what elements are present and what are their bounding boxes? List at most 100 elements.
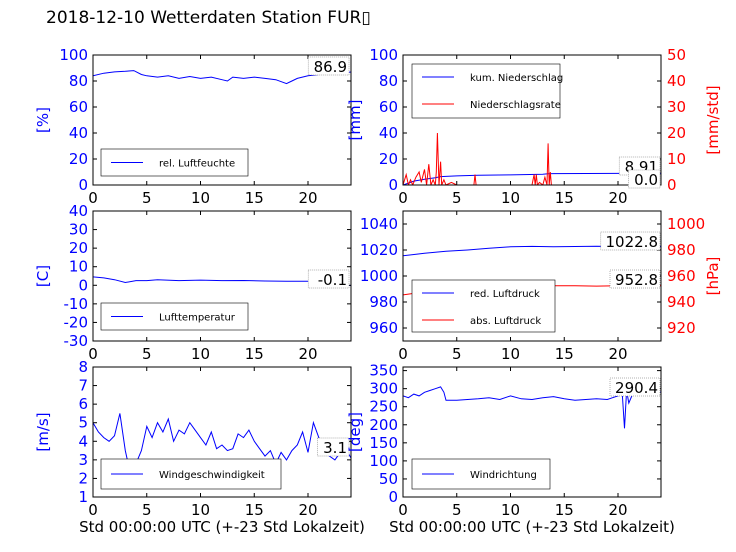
y-tick-label: 6: [78, 395, 88, 413]
y2-axis-label: [hPa]: [704, 257, 722, 296]
value-box: [609, 269, 661, 289]
y-tick-label: -20: [64, 313, 89, 331]
y-tick-label: 4: [78, 432, 88, 450]
x-tick-label: 15: [555, 189, 574, 207]
x-tick-label: 0: [88, 189, 98, 207]
y-tick-label: 350: [369, 362, 398, 380]
series-line-winddirection-0: [403, 386, 661, 429]
last-value-label: 952.8: [615, 271, 658, 289]
panel-precipitation: 0 5 10 15 20 0 20 40 60 80 100 0 10 20 30 40 50 [mm] [mm/s…: [346, 46, 722, 207]
y-axis-label: [deg]: [346, 412, 364, 452]
y-tick-label: 100: [369, 452, 398, 470]
y-tick-label: 0: [78, 276, 88, 294]
plot-frame: [402, 54, 662, 186]
x-tick-label: 5: [452, 189, 462, 207]
figure-title: 2018-12-10 Wetterdaten Station FUR▯: [46, 8, 371, 28]
y-axis-label: [C]: [34, 265, 52, 287]
y-tick-label: 960: [369, 319, 398, 337]
y-tick-label: 1040: [360, 215, 398, 233]
legend-label: abs. Luftdruck: [470, 316, 541, 327]
y-tick-label: 80: [379, 72, 398, 90]
y-tick-label: 5: [78, 414, 88, 432]
y-tick-label: 1: [78, 488, 88, 506]
y-tick-label: 7: [78, 377, 88, 395]
y-tick-label: 50: [379, 470, 398, 488]
x-tick-label: 5: [452, 345, 462, 363]
value-box: [628, 169, 661, 189]
x-tick-label: 0: [88, 501, 98, 519]
y-axis-label: [mm]: [346, 100, 364, 141]
x-tick-label: 10: [501, 345, 520, 363]
legend-label: red. Luftdruck: [470, 289, 540, 300]
x-tick-label: 5: [142, 501, 152, 519]
y-tick-label: 30: [69, 221, 88, 239]
y-tick-label: 20: [379, 150, 398, 168]
y-tick-label: 8: [78, 358, 88, 376]
y2-tick-label: 30: [667, 98, 686, 116]
y2-tick-label: 1000: [667, 215, 705, 233]
plot-frame: [92, 366, 352, 498]
y-tick-label: 0: [388, 176, 398, 194]
x-tick-label: 10: [501, 501, 520, 519]
y-tick-label: 150: [369, 434, 398, 452]
legend-label: Lufttemperatur: [159, 313, 236, 324]
y2-axis-label: [mm/std]: [704, 85, 722, 154]
y-tick-label: 200: [369, 416, 398, 434]
x-tick-label: 15: [245, 345, 264, 363]
y-tick-label: 40: [69, 124, 88, 142]
legend-label: rel. Luftfeuchte: [159, 159, 235, 170]
y2-tick-label: 980: [667, 241, 696, 259]
y2-tick-label: 50: [667, 46, 686, 64]
y2-tick-label: 940: [667, 293, 696, 311]
plot-frame: [92, 210, 352, 342]
value-box: [307, 56, 350, 76]
panel-pressure: 0 5 10 15 20 960 980 1000 1020 1040 920 940 960 980 10…: [360, 210, 722, 363]
legend: red. Luftdruck abs. Luftdruck: [411, 279, 556, 333]
legend-frame: [411, 279, 556, 333]
y2-tick-label: 20: [667, 124, 686, 142]
plot-frame: [402, 366, 662, 498]
legend-label: Windgeschwindigkeit: [159, 470, 265, 481]
x-tick-label: 20: [608, 189, 627, 207]
y2-tick-label: 40: [667, 72, 686, 90]
y-tick-label: 300: [369, 380, 398, 398]
x-tick-label: 0: [88, 345, 98, 363]
x-tick-label: 15: [245, 189, 264, 207]
legend-label: kum. Niederschlag: [470, 73, 563, 84]
x-axis-label: Std 00:00:00 UTC (+-23 Std Lokalzeit): [79, 518, 365, 536]
value-box: [609, 377, 661, 397]
legend-frame: [411, 63, 561, 119]
x-tick-label: 0: [398, 345, 408, 363]
y-tick-label: 250: [369, 398, 398, 416]
value-box: [307, 269, 350, 289]
legend: Windrichtung: [411, 458, 551, 490]
y-tick-label: 0: [78, 176, 88, 194]
legend-label: Windrichtung: [470, 470, 537, 481]
series-line-precipitation-0: [403, 172, 661, 185]
x-tick-label: 20: [608, 345, 627, 363]
x-tick-label: 20: [298, 189, 317, 207]
y-tick-label: 1000: [360, 267, 398, 285]
panel-temperature: 0 5 10 15 20-30-20-10010203040[C]Lufttempera…: [34, 202, 352, 363]
x-tick-label: 5: [142, 345, 152, 363]
x-tick-label: 10: [191, 189, 210, 207]
value-box: [600, 231, 661, 251]
y-tick-label: 60: [379, 98, 398, 116]
value-box: [317, 437, 350, 457]
plot-frame: [92, 54, 352, 186]
x-tick-label: 5: [142, 189, 152, 207]
y-axis-label: [%]: [34, 107, 52, 133]
y-tick-label: -10: [64, 295, 89, 313]
x-tick-label: 10: [191, 501, 210, 519]
series-line-precipitation-1: [403, 132, 661, 185]
last-value-label: 3.1: [323, 439, 347, 457]
y-tick-label: 10: [69, 258, 88, 276]
legend: kum. Niederschlag Niederschlagsrate: [411, 63, 563, 119]
y-axis-label: [m/s]: [34, 412, 52, 451]
x-tick-label: 10: [191, 345, 210, 363]
y-tick-label: 100: [369, 46, 398, 64]
